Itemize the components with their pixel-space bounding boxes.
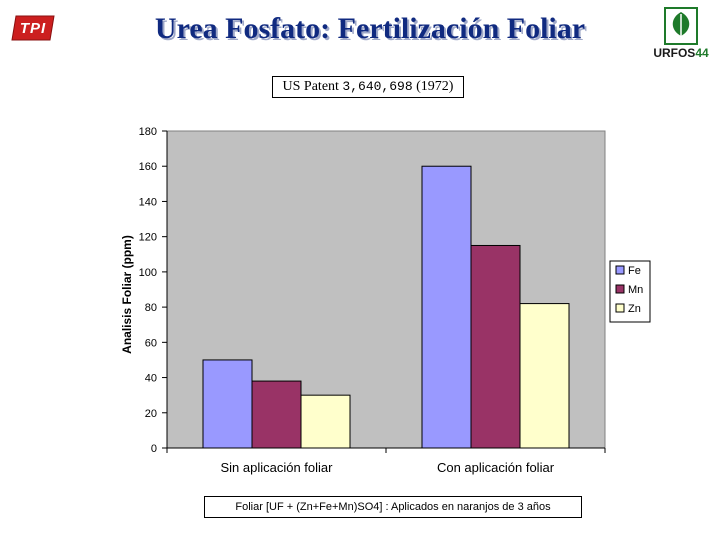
urfos-logo-label: URFOS44 [653,46,709,60]
legend-label-fe: Fe [628,265,641,277]
y-tick-label: 20 [145,408,157,420]
y-tick-label: 80 [145,302,157,314]
patent-year: (1972) [416,79,454,94]
page-title: Urea Fosfato: Fertilización Foliar [154,12,586,45]
y-tick-label: 180 [139,126,157,138]
tpi-logo: TPI [10,14,56,42]
patent-prefix: US Patent [282,79,339,94]
patent-number: 3,640,698 [342,79,413,94]
y-tick-label: 40 [145,373,157,385]
bar-mn [470,244,521,449]
bar-fe [421,165,472,449]
legend-label-mn: Mn [628,284,643,296]
legend-swatch-fe [615,265,625,275]
leaf-emblem-icon [664,7,698,45]
y-tick-label: 0 [151,443,157,455]
bar-zn [300,394,351,449]
bar-fe [202,359,253,449]
y-tick-label: 100 [139,267,157,279]
patent-box: US Patent 3,640,698 (1972) [272,76,464,98]
y-tick-label: 160 [139,161,157,173]
bar-zn [519,303,570,449]
legend-swatch-mn [615,284,625,294]
tpi-logo-text: TPI [19,19,47,37]
urfos-logo: URFOS44 [650,6,712,62]
y-tick-label: 140 [139,196,157,208]
x-tick-label: Con aplicación foliar [437,460,555,475]
x-tick-label: Sin aplicación foliar [220,460,333,475]
y-tick-label: 120 [139,232,157,244]
y-tick-label: 60 [145,337,157,349]
tpi-logo-shape-icon [11,15,55,41]
legend-swatch-zn [615,303,625,313]
legend-label-zn: Zn [628,303,641,315]
footnote-box: Foliar [UF + (Zn+Fe+Mn)SO4] : Aplicados … [204,496,582,518]
bar-mn [251,380,302,449]
y-axis-title: Analisis Foliar (ppm) [120,235,134,354]
